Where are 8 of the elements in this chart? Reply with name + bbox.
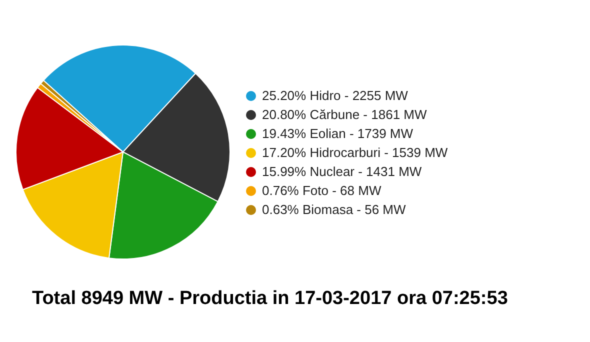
legend-label: 15.99% Nuclear - 1431 MW [262, 164, 422, 179]
legend-label: 0.76% Foto - 68 MW [262, 183, 382, 198]
legend-label: 19.43% Eolian - 1739 MW [262, 126, 414, 141]
legend-label: 25.20% Hidro - 2255 MW [262, 88, 408, 103]
legend-label: 20.80% Cărbune - 1861 MW [262, 107, 427, 122]
text: Total 8949 MW - Productia in 17-03-2017 ora 07:25:53 [32, 288, 509, 310]
legend-label: 17.20% Hidrocarburi - 1539 MW [262, 145, 448, 160]
legend-label: 0.63% Biomasa - 56 MW [262, 202, 406, 217]
